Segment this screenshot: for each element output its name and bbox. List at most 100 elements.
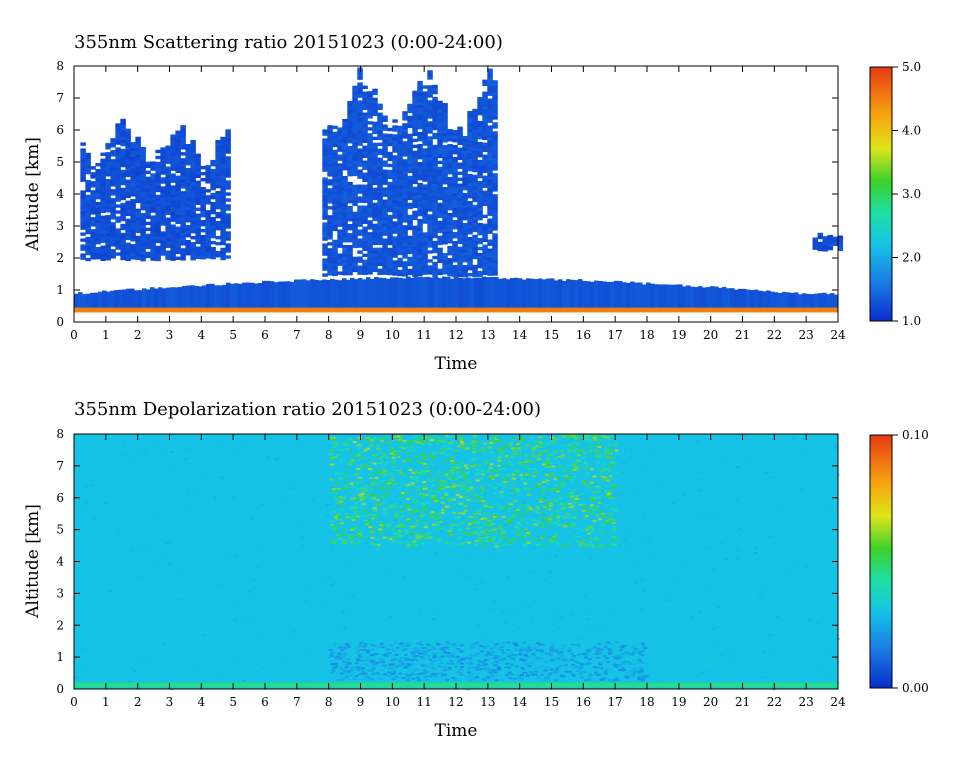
depolarization-ratio-colorbar: 0.00 0.10 xyxy=(869,428,929,695)
x-tick-label: 24 xyxy=(830,695,846,709)
x-tick-label: 5 xyxy=(229,695,237,709)
x-tick-label: 3 xyxy=(166,695,174,709)
heatmap-feature-low-values xyxy=(328,641,649,682)
x-tick-label: 9 xyxy=(357,695,365,709)
x-tick-label: 23 xyxy=(799,695,814,709)
x-tick-label: 18 xyxy=(639,328,654,342)
scattering-ratio-colorbar: 1.0 2.0 3.0 4.0 5.0 xyxy=(869,60,921,328)
x-tick-label: 10 xyxy=(385,695,400,709)
x-tick-label: 12 xyxy=(448,328,463,342)
colorbar-tick-label: 0.10 xyxy=(902,428,929,442)
x-tick-label: 22 xyxy=(767,328,782,342)
depolarization-ratio-x-label: Time xyxy=(435,721,478,741)
colorbar-tick-label: 4.0 xyxy=(902,124,921,138)
y-tick-label: 0 xyxy=(56,315,64,329)
x-tick-label: 10 xyxy=(385,328,400,342)
y-tick-label: 3 xyxy=(56,586,64,600)
y-tick-label: 2 xyxy=(56,251,64,265)
x-tick-label: 16 xyxy=(576,695,591,709)
x-tick-label: 17 xyxy=(608,695,623,709)
y-tick-label: 6 xyxy=(56,491,64,505)
x-tick-label: 7 xyxy=(293,328,301,342)
depolarization-ratio-plot-area xyxy=(73,433,840,691)
heatmap-feature-cloud xyxy=(812,232,844,252)
y-tick-label: 0 xyxy=(56,682,64,696)
scattering-ratio-y-ticks: 0 1 2 3 4 5 6 7 8 xyxy=(56,59,838,329)
x-tick-label: 15 xyxy=(544,328,559,342)
y-tick-label: 8 xyxy=(56,427,64,441)
colorbar-tick-label: 3.0 xyxy=(902,187,921,201)
x-tick-label: 11 xyxy=(417,695,432,709)
depolarization-ratio-x-ticks: 0 1 2 3 4 5 6 7 8 9 10 11 12 13 14 15 16 17 18 19 20 21 22 23 24 xyxy=(70,434,846,709)
y-tick-label: 7 xyxy=(56,459,64,473)
heatmap-feature-cloud xyxy=(80,118,231,262)
scattering-ratio-x-ticks: 0 1 2 3 4 5 6 7 8 9 10 11 12 13 14 15 16 17 18 19 20 21 22 23 24 xyxy=(70,66,846,342)
x-tick-label: 1 xyxy=(102,328,110,342)
scattering-ratio-y-label: Altitude [km] xyxy=(23,137,43,252)
depolarization-ratio-colorbar-ticks: 0.00 0.10 xyxy=(892,428,929,695)
y-tick-label: 5 xyxy=(56,523,64,537)
x-tick-label: 13 xyxy=(480,328,495,342)
x-tick-label: 2 xyxy=(134,328,142,342)
x-tick-label: 4 xyxy=(198,328,206,342)
y-tick-label: 1 xyxy=(56,283,64,297)
x-tick-label: 8 xyxy=(325,328,333,342)
x-tick-label: 24 xyxy=(830,328,846,342)
x-tick-label: 1 xyxy=(102,695,110,709)
x-tick-label: 18 xyxy=(639,695,654,709)
x-tick-label: 7 xyxy=(293,695,301,709)
y-tick-label: 4 xyxy=(56,555,64,569)
scattering-ratio-panel: 355nm Scattering ratio 20151023 (0:00-24… xyxy=(23,32,921,374)
colorbar-tick-label: 0.00 xyxy=(902,681,929,695)
y-tick-label: 3 xyxy=(56,219,64,233)
colorbar-tick-label: 1.0 xyxy=(902,314,921,328)
y-tick-label: 1 xyxy=(56,650,64,664)
scattering-ratio-plot-area xyxy=(73,65,844,323)
x-tick-label: 16 xyxy=(576,328,591,342)
scattering-ratio-heatmap xyxy=(74,67,844,313)
heatmap-feature-noisy-high-values xyxy=(328,434,619,548)
x-tick-label: 22 xyxy=(767,695,782,709)
x-tick-label: 8 xyxy=(325,695,333,709)
depolarization-ratio-y-ticks: 0 1 2 3 4 5 6 7 8 xyxy=(56,427,838,696)
x-tick-label: 13 xyxy=(480,695,495,709)
scattering-ratio-title: 355nm Scattering ratio 20151023 (0:00-24… xyxy=(74,32,503,53)
colorbar-tick-label: 2.0 xyxy=(902,251,921,265)
x-tick-label: 19 xyxy=(671,695,686,709)
x-tick-label: 3 xyxy=(166,328,174,342)
y-tick-label: 5 xyxy=(56,155,64,169)
depolarization-ratio-panel: 355nm Depolarization ratio 20151023 (0:0… xyxy=(23,399,929,741)
heatmap-feature-boundary-layer xyxy=(74,276,839,310)
x-tick-label: 20 xyxy=(703,328,718,342)
heatmap-feature-cloud xyxy=(322,67,498,278)
x-tick-label: 19 xyxy=(671,328,686,342)
x-tick-label: 6 xyxy=(261,695,269,709)
scattering-ratio-x-label: Time xyxy=(435,354,478,374)
heatmap-feature-near-surface-layer xyxy=(74,307,838,313)
depolarization-ratio-heatmap xyxy=(74,434,840,691)
x-tick-label: 17 xyxy=(608,328,623,342)
x-tick-label: 4 xyxy=(198,695,206,709)
y-tick-label: 8 xyxy=(56,59,64,73)
x-tick-label: 14 xyxy=(512,328,528,342)
x-tick-label: 0 xyxy=(70,695,78,709)
depolarization-ratio-title: 355nm Depolarization ratio 20151023 (0:0… xyxy=(74,399,541,420)
scattering-ratio-colorbar-ticks: 1.0 2.0 3.0 4.0 5.0 xyxy=(892,60,921,328)
x-tick-label: 0 xyxy=(70,328,78,342)
x-tick-label: 21 xyxy=(735,328,750,342)
y-tick-label: 6 xyxy=(56,123,64,137)
colorbar-tick-label: 5.0 xyxy=(902,60,921,74)
x-tick-label: 14 xyxy=(512,695,528,709)
x-tick-label: 2 xyxy=(134,695,142,709)
x-tick-label: 11 xyxy=(417,328,432,342)
x-tick-label: 21 xyxy=(735,695,750,709)
x-tick-label: 9 xyxy=(357,328,365,342)
x-tick-label: 5 xyxy=(229,328,237,342)
y-tick-label: 7 xyxy=(56,91,64,105)
x-tick-label: 20 xyxy=(703,695,718,709)
x-tick-label: 6 xyxy=(261,328,269,342)
depolarization-ratio-y-label: Altitude [km] xyxy=(23,504,43,619)
x-tick-label: 23 xyxy=(799,328,814,342)
y-tick-label: 4 xyxy=(56,187,64,201)
